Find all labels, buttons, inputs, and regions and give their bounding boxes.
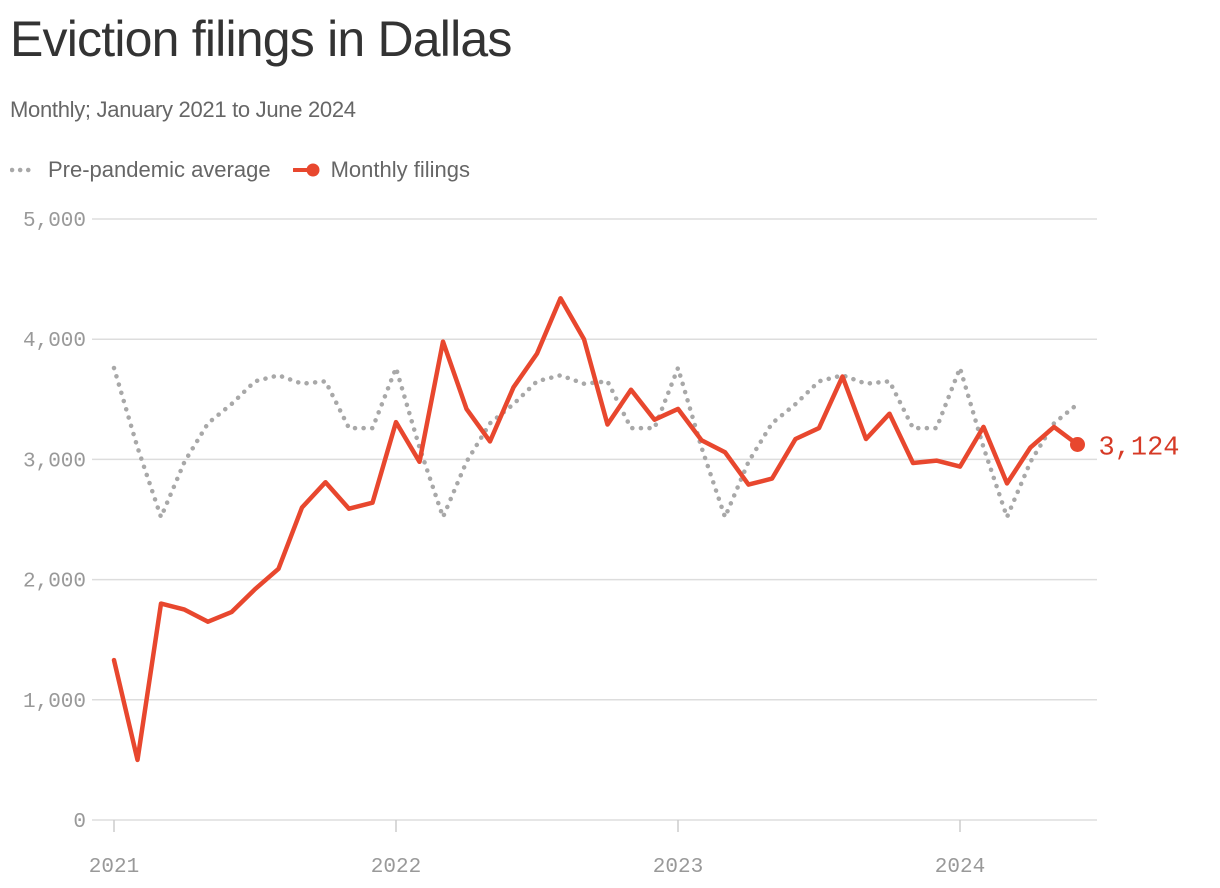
legend-label-pre-pandemic-average: Pre-pandemic average [48, 157, 271, 182]
y-tick-label-5000: 5,000 [23, 210, 86, 233]
x-tick-label-2024: 2024 [935, 856, 985, 879]
x-axis-labels: 2021 2022 2023 2024 [89, 856, 985, 879]
series-line-monthly-filings [111, 296, 1080, 763]
end-point-marker [1070, 436, 1085, 452]
gridlines [92, 218, 1097, 821]
y-axis-labels: 0 1,000 2,000 3,000 4,000 5,000 [23, 210, 86, 834]
x-tick-label-2023: 2023 [653, 856, 703, 879]
line-dot-swatch-icon [292, 163, 320, 177]
y-tick-label-1000: 1,000 [23, 691, 86, 714]
end-value-label: 3,124 [1099, 433, 1180, 463]
series-lines [111, 296, 1080, 763]
y-tick-label-0: 0 [73, 811, 86, 834]
legend: Pre-pandemic average Monthly filings [10, 155, 492, 185]
legend-label-monthly-filings: Monthly filings [330, 157, 470, 182]
legend-item-monthly-filings: Monthly filings [292, 157, 470, 183]
x-axis [113, 820, 961, 832]
x-tick-label-2021: 2021 [89, 856, 139, 879]
chart-title: Eviction filings in Dallas [10, 11, 512, 67]
series-line-pre-pandemic-average [111, 365, 1080, 520]
y-tick-label-2000: 2,000 [23, 571, 86, 594]
legend-item-pre-pandemic-average: Pre-pandemic average [10, 157, 271, 183]
chart-subtitle: Monthly; January 2021 to June 2024 [10, 97, 356, 122]
y-tick-label-3000: 3,000 [23, 450, 86, 473]
x-tick-label-2022: 2022 [371, 856, 421, 879]
y-tick-label-4000: 4,000 [23, 330, 86, 353]
end-annotation: 3,124 [1070, 433, 1180, 463]
